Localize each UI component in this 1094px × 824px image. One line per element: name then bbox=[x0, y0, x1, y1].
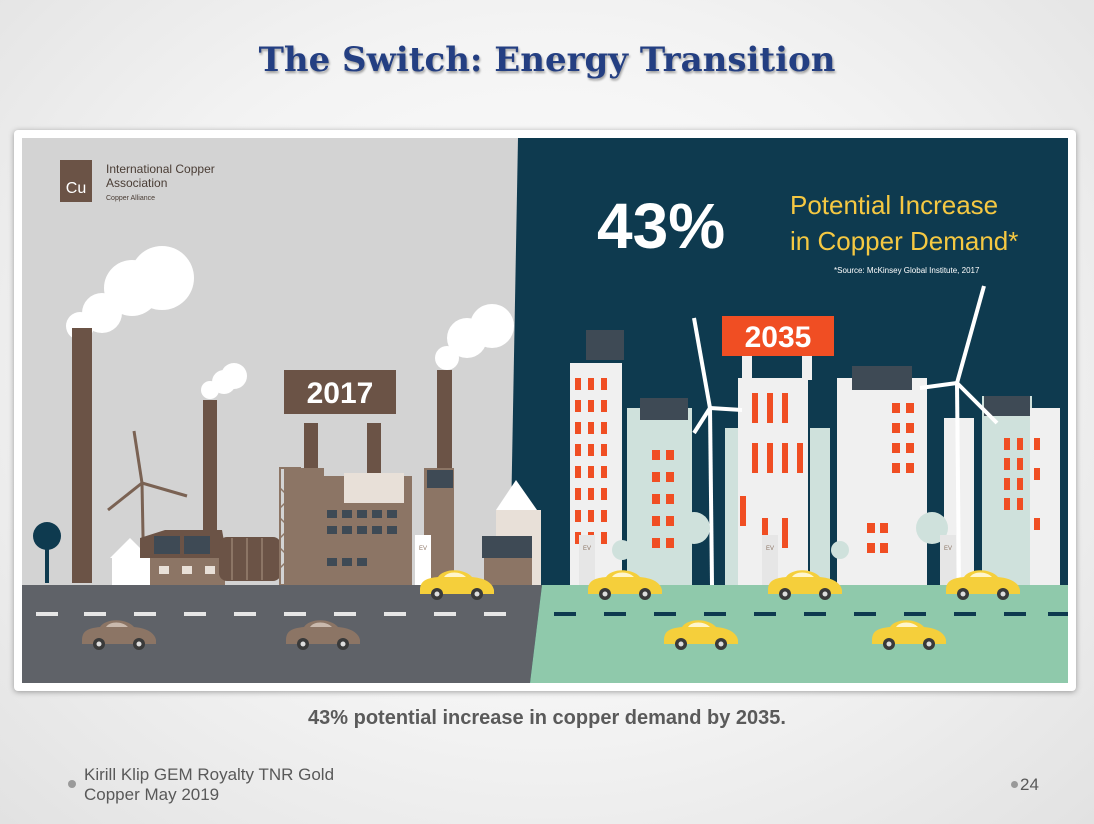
page-bullet bbox=[1011, 781, 1018, 788]
footer-bullet bbox=[68, 780, 76, 788]
logo-name-line1: International Copper bbox=[106, 162, 215, 176]
ev-label: EV bbox=[583, 546, 591, 552]
logo-tagline: Copper Alliance bbox=[106, 195, 155, 202]
big-percent: 43% bbox=[597, 190, 725, 262]
logo-name-line2: Association bbox=[106, 176, 167, 190]
future-windows bbox=[575, 378, 1040, 553]
slide-caption: 43% potential increase in copper demand … bbox=[308, 707, 786, 729]
footer-line2: Copper May 2019 bbox=[84, 785, 220, 804]
year-2017-sign: 2017 bbox=[307, 377, 374, 410]
future-wind-turbines bbox=[692, 285, 999, 586]
past-road bbox=[22, 585, 542, 683]
smoke-clouds bbox=[66, 246, 514, 399]
headline-line1: Potential Increase bbox=[790, 190, 998, 220]
year-2035-sign: 2035 bbox=[745, 321, 812, 354]
logo-symbol: Cu bbox=[66, 180, 86, 197]
footer-line1: Kirill Klip GEM Royalty TNR Gold bbox=[84, 765, 335, 784]
ev-label: EV bbox=[419, 546, 427, 552]
ev-label: EV bbox=[766, 546, 774, 552]
copper-demand-infographic: 2017 EV bbox=[22, 138, 1068, 683]
future-road bbox=[530, 585, 1068, 683]
source-note: *Source: McKinsey Global Institute, 2017 bbox=[834, 266, 980, 275]
headline-line2: in Copper Demand* bbox=[790, 226, 1018, 256]
copper-logo-mark bbox=[60, 160, 92, 202]
page-number: 24 bbox=[1020, 775, 1039, 794]
ev-label: EV bbox=[944, 546, 952, 552]
footer-text: Kirill Klip GEM Royalty TNR Gold Copper … bbox=[84, 765, 334, 805]
slide-title: The Switch: Energy Transition bbox=[258, 40, 836, 80]
